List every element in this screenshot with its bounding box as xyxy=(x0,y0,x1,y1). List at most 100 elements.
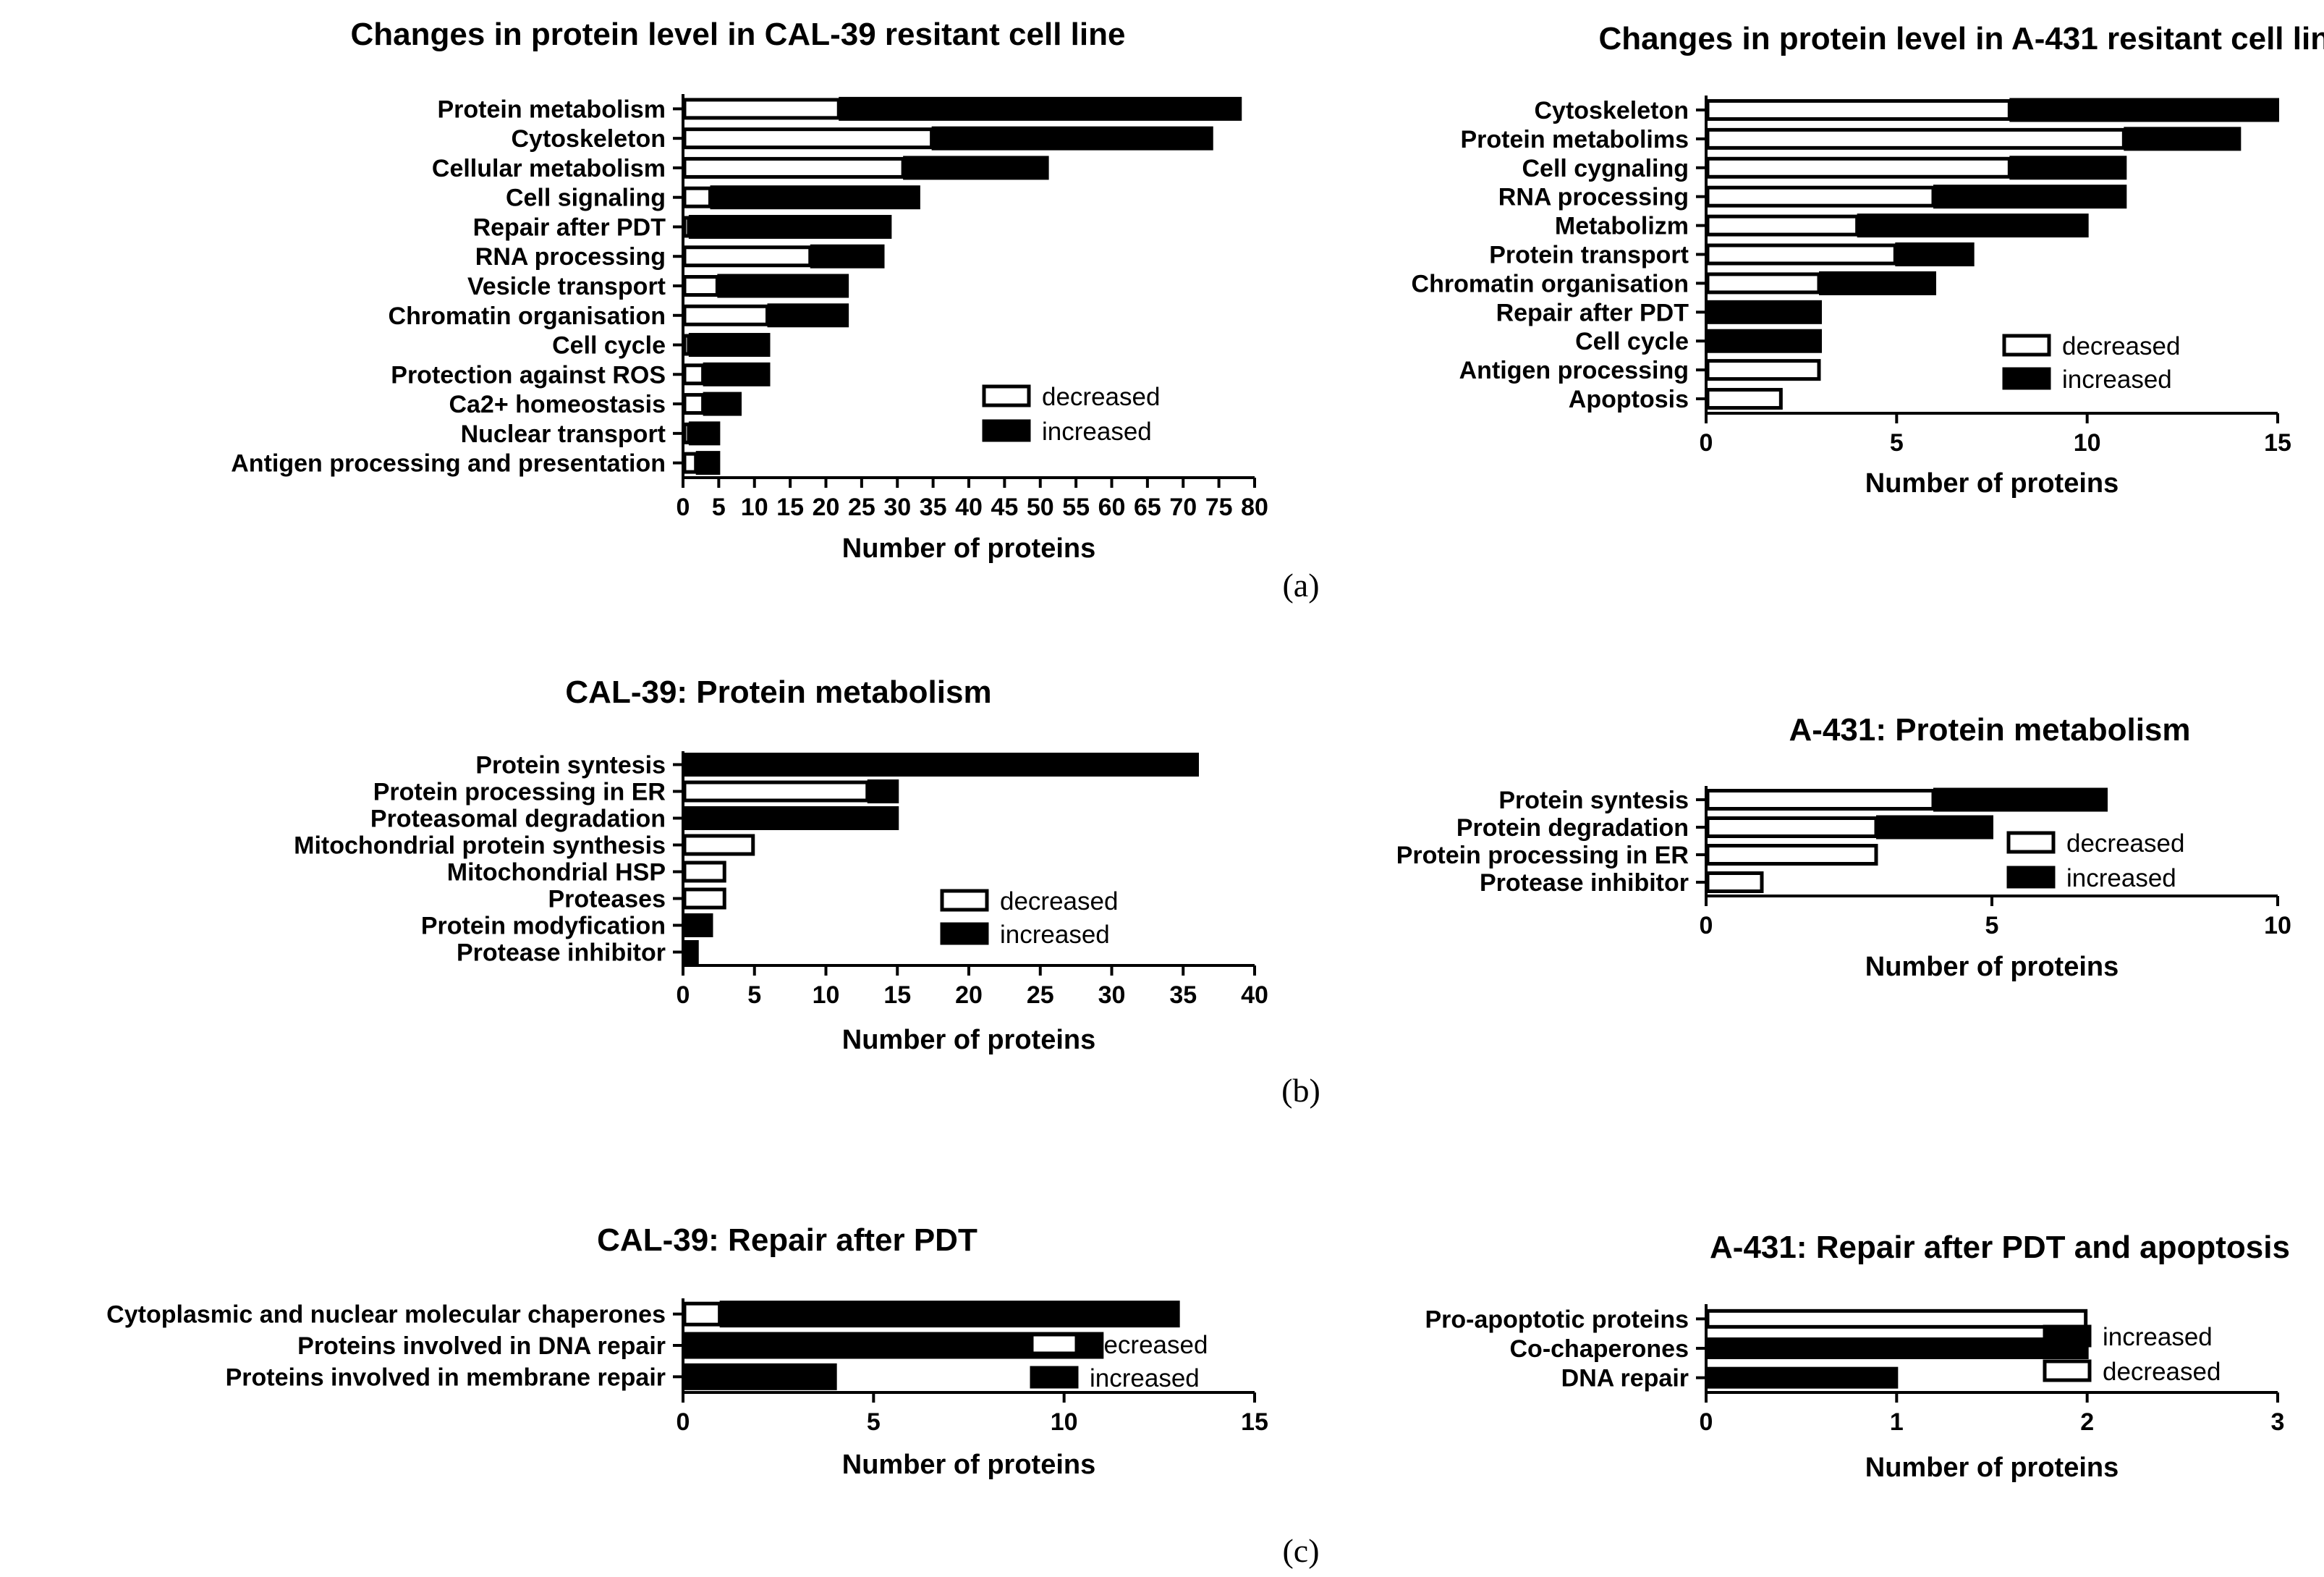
category-label: Cellular metabolism xyxy=(432,155,666,182)
category-label: Protein syntesis xyxy=(475,752,666,779)
category-label: Protein modyfication xyxy=(421,913,666,940)
panel-label-b: (b) xyxy=(1281,1072,1320,1109)
x-tick-label: 10 xyxy=(813,981,840,1009)
bar-increased xyxy=(1705,1337,2089,1359)
x-tick-label: 15 xyxy=(2264,429,2291,457)
bar-decreased xyxy=(1705,272,1821,295)
x-tick-label: 5 xyxy=(747,981,761,1009)
bar-decreased xyxy=(682,186,712,208)
chart-3: CAL-39: Protein metabolism 0 5 10 15 20 25 30 35… xyxy=(294,675,1268,1055)
legend-swatch-increased xyxy=(2002,367,2051,390)
legend-swatch-decreased xyxy=(2002,334,2051,357)
category-label: Apoptosis xyxy=(1569,386,1689,413)
bar-increased xyxy=(682,753,1199,777)
legend-swatch-decreased xyxy=(2043,1359,2092,1382)
x-tick-label: 0 xyxy=(677,1408,690,1436)
bar-decreased xyxy=(1705,816,1878,838)
legend-swatch-decreased xyxy=(2006,831,2056,854)
category-label: Pro-apoptotic proteins xyxy=(1425,1306,1689,1333)
bar-decreased xyxy=(682,422,691,444)
bar-decreased xyxy=(1705,789,1935,811)
x-tick-label: 40 xyxy=(955,494,983,521)
category-label: Repair after PDT xyxy=(473,213,666,241)
x-tick-label: 60 xyxy=(1098,494,1126,521)
bar-increased xyxy=(1819,271,1936,295)
bar-increased xyxy=(717,274,849,298)
bar-increased xyxy=(688,421,721,446)
x-axis-label: Number of proteins xyxy=(1865,952,2119,982)
category-label: Co-chaperones xyxy=(1510,1335,1689,1363)
legend-label: decreased xyxy=(1042,383,1160,411)
category-label: Cytoskeleton xyxy=(512,125,666,153)
legend-label: increased xyxy=(2066,864,2176,892)
category-label: Metabolizm xyxy=(1555,213,1689,240)
chart-6: A-431: Repair after PDT and apoptosis 0 1 2… xyxy=(1425,1230,2290,1483)
legend-swatch-decreased xyxy=(940,889,989,912)
bar-increased xyxy=(703,362,771,386)
x-tick-label: 15 xyxy=(883,981,911,1009)
bar-increased xyxy=(931,126,1213,151)
category-label: Protease inhibitor xyxy=(1480,869,1689,897)
x-tick-label: 25 xyxy=(1027,981,1054,1009)
x-tick-label: 1 xyxy=(1890,1408,1904,1436)
bar-decreased xyxy=(682,363,705,386)
bar-increased xyxy=(682,806,899,830)
chart-2: Changes in protein level in A-431 resita… xyxy=(1412,21,2324,499)
bar-decreased xyxy=(682,1301,722,1327)
legend-label: decreased xyxy=(2103,1358,2221,1386)
x-tick-label: 10 xyxy=(2264,912,2291,939)
bar-increased xyxy=(710,185,920,210)
category-label: Proteasomal degradation xyxy=(370,806,666,833)
category-label: Vesicle transport xyxy=(467,273,666,300)
bar-decreased xyxy=(682,216,691,238)
bar-increased xyxy=(682,940,699,964)
bar-increased xyxy=(810,244,885,269)
x-tick-label: 10 xyxy=(1051,1408,1078,1436)
category-label: Protein processing in ER xyxy=(1396,842,1689,869)
bar-decreased xyxy=(682,156,905,179)
x-tick-label: 65 xyxy=(1134,494,1161,521)
legend-swatch-decreased xyxy=(1030,1332,1079,1356)
legend-swatch-increased xyxy=(2006,866,2056,889)
x-tick-label: 30 xyxy=(883,494,911,521)
legend-label: increased xyxy=(1042,418,1152,446)
x-axis-label: Number of proteins xyxy=(1865,468,2119,499)
x-tick-label: 3 xyxy=(2271,1408,2285,1436)
bar-increased xyxy=(682,913,713,937)
charts-layer: Changes in protein level in CAL-39 resit… xyxy=(106,17,2324,1483)
x-tick-label: 10 xyxy=(741,494,768,521)
chart-title: Changes in protein level in A-431 resita… xyxy=(1598,21,2324,56)
category-label: Protein metabolism xyxy=(437,96,666,123)
bar-increased xyxy=(682,1363,837,1390)
bar-increased xyxy=(867,779,899,803)
bar-increased xyxy=(1705,329,1822,353)
legend-label: increased xyxy=(1090,1364,1200,1392)
legend-label: decreased xyxy=(2066,829,2184,858)
x-axis-label: Number of proteins xyxy=(842,1450,1095,1480)
legend-swatch-increased xyxy=(940,922,989,945)
category-label: Protein processing in ER xyxy=(373,779,666,806)
category-label: RNA processing xyxy=(475,243,666,271)
panel-label-c: (c) xyxy=(1282,1532,1319,1569)
bar-decreased xyxy=(682,887,726,910)
bar-increased xyxy=(695,451,721,475)
bar-increased xyxy=(903,156,1049,180)
category-label: Antigen processing and presentation xyxy=(231,450,666,478)
category-label: Proteins involved in DNA repair xyxy=(297,1332,666,1360)
bar-decreased xyxy=(682,98,841,120)
x-tick-label: 5 xyxy=(1985,912,1999,939)
x-tick-label: 0 xyxy=(1700,429,1713,457)
legend-label: decreased xyxy=(1000,887,1118,916)
category-label: Repair after PDT xyxy=(1496,299,1689,326)
bar-decreased xyxy=(1705,214,1859,237)
category-label: Protein metabolims xyxy=(1460,126,1689,153)
x-tick-label: 5 xyxy=(1890,429,1904,457)
x-tick-label: 55 xyxy=(1062,494,1090,521)
x-tick-label: 35 xyxy=(1169,981,1197,1009)
x-tick-label: 80 xyxy=(1241,494,1268,521)
category-label: Cell cycle xyxy=(1575,328,1689,355)
bar-decreased xyxy=(1705,156,2011,179)
legend-swatch-decreased xyxy=(982,384,1031,407)
category-label: Cytoskeleton xyxy=(1535,97,1689,124)
